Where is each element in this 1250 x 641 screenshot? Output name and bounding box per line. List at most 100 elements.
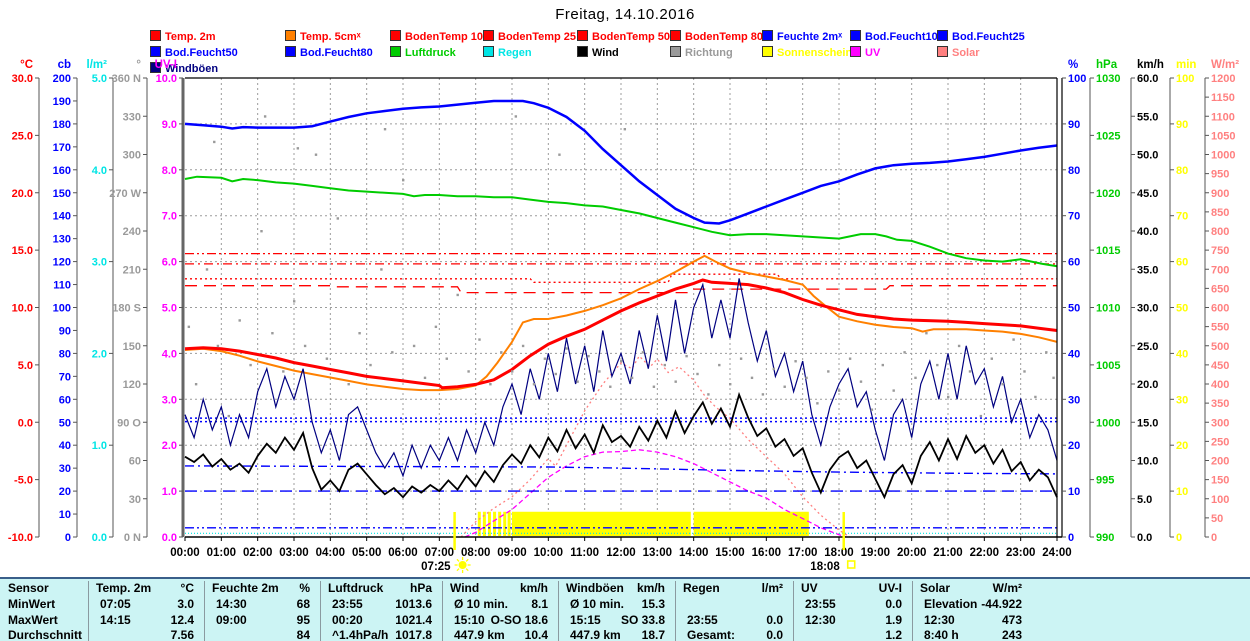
table-value: 8.1 — [531, 597, 548, 611]
axis-label: 30 — [1068, 394, 1080, 406]
series-bod-feucht50 — [184, 465, 1058, 475]
legend-label: Bod.Feucht50 — [165, 47, 238, 59]
table-value-time: 14:15 — [100, 613, 131, 627]
table-value-time: Gesamt: — [687, 628, 736, 641]
axis-label: 10 — [1176, 486, 1188, 498]
axis-label: ° — [136, 59, 141, 71]
axis-label: 25.0 — [1137, 341, 1158, 353]
axis-label: 18:08 — [810, 561, 840, 573]
axis-label: 0.0 — [92, 532, 107, 544]
table-separator — [320, 581, 321, 641]
table-row-label: Durchschnitt — [8, 628, 83, 641]
table-value-time: Elevation — [924, 597, 978, 611]
legend-label: Bod.Feucht10 — [865, 31, 938, 43]
axis-label: 7.0 — [162, 211, 177, 223]
axis-label: 100 — [1211, 494, 1229, 506]
legend-swatch-icon — [762, 30, 773, 41]
axis-label: 11:00 — [570, 547, 599, 559]
legend-label: Bod.Feucht25 — [952, 31, 1025, 43]
legend-label: BodenTemp 10 — [405, 31, 484, 43]
legend-item: Windböen — [150, 62, 218, 75]
axis-label: 330 — [123, 111, 141, 123]
table-separator — [204, 581, 205, 641]
axis-label: 5.0 — [18, 360, 33, 372]
table-separator — [88, 581, 89, 641]
axis-label: 300 — [123, 150, 141, 162]
axis-label: 0 — [1176, 532, 1182, 544]
legend-item: BodenTemp 80 — [670, 30, 763, 43]
axis-label: 150 — [1211, 475, 1229, 487]
axis-label: 0 — [65, 532, 71, 544]
legend-swatch-icon — [150, 62, 161, 73]
axis-label: 1020 — [1096, 188, 1120, 200]
legend-swatch-icon — [483, 46, 494, 57]
axis-label: 120 — [53, 257, 71, 269]
axis-hpa: hPa 1030 1025 1020 1015 1010 1005 1000 995 990 — [1089, 59, 1120, 544]
axis-label: 2.0 — [92, 348, 107, 360]
page-title: Freitag, 14.10.2016 — [555, 6, 695, 23]
legend-item: Wind — [577, 46, 619, 59]
axis-label: 1025 — [1096, 130, 1120, 142]
legend-swatch-icon — [937, 30, 948, 41]
table-value-time: 12:30 — [805, 613, 836, 627]
axis-label: 06:00 — [388, 547, 417, 559]
axis-dir: ° 360 N 330 300 270 W 240 210 180 S 150 120 90 O 60… — [109, 59, 148, 544]
table-value: 473 — [1001, 613, 1022, 627]
axis-label: 10.0 — [156, 73, 177, 85]
series-temp-5cm — [184, 254, 1058, 392]
axis-label: 9.0 — [162, 119, 177, 131]
axis-label: 4.0 — [162, 348, 177, 360]
legend-item: Temp. 2m — [150, 30, 216, 43]
axis-label: 450 — [1211, 360, 1229, 372]
axis-label: 200 — [53, 73, 71, 85]
axis-label: 350 — [1211, 398, 1229, 410]
axis-label: 500 — [1211, 341, 1229, 353]
axis-label: 170 — [53, 142, 71, 154]
legend-label: Bod.Feucht80 — [300, 47, 373, 59]
table-header-unit: % — [299, 581, 310, 595]
axis-label: 70 — [59, 371, 71, 383]
axis-label: W/m² — [1211, 59, 1239, 71]
legend-label: BodenTemp 25 — [498, 31, 577, 43]
legend-label: Sonnenschein — [777, 47, 853, 59]
axis-label: % — [1068, 59, 1078, 71]
table-value: 0.0 — [885, 597, 902, 611]
axis-label: 40 — [59, 440, 71, 452]
axis-wm2: W/m²120011501100105010009509008508007507… — [1204, 59, 1239, 544]
table-row-label: MaxWert — [8, 613, 58, 627]
legend-label: Wind — [592, 47, 619, 59]
legend-swatch-icon — [285, 30, 296, 41]
table-value: O-SO 18.6 — [490, 613, 548, 627]
axis-label: cb — [58, 59, 71, 71]
axis-label: 210 — [123, 264, 141, 276]
axis-label: 1.0 — [162, 486, 177, 498]
axis-label: 15.0 — [1137, 417, 1158, 429]
axis-label: 19:00 — [861, 547, 890, 559]
table-value-time: 09:00 — [216, 613, 247, 627]
legend-label: Solar — [952, 47, 980, 59]
table-value: 10.4 — [524, 628, 548, 641]
axis-label: 07:00 — [425, 547, 454, 559]
table-header-unit: hPa — [409, 581, 432, 595]
axis-label: 14:00 — [679, 547, 708, 559]
axis-label: 20 — [1068, 440, 1080, 452]
axis-label: 24:00 — [1042, 547, 1071, 559]
axis-label: 3.0 — [162, 394, 177, 406]
axis-label: 50 — [1176, 303, 1188, 315]
axis-label: 1100 — [1211, 111, 1235, 123]
axis-label: 250 — [1211, 436, 1229, 448]
sunrise-marker: 07:25 — [421, 512, 471, 573]
axis-label: 20 — [59, 486, 71, 498]
table-separator — [558, 581, 559, 641]
axis-label: 90 — [1068, 119, 1080, 131]
table-value: 3.0 — [177, 597, 194, 611]
table-header-name: UV — [801, 581, 818, 595]
table-header-sensor: Sensor — [8, 581, 49, 595]
table-header-name: Luftdruck — [328, 581, 384, 595]
table-value-time: 8:40 h — [924, 628, 959, 641]
axis-label: 270 W — [109, 188, 141, 200]
table-header-unit: UV-I — [878, 581, 902, 595]
table-header-name: Solar — [920, 581, 951, 595]
axis-label: 30 — [129, 494, 141, 506]
